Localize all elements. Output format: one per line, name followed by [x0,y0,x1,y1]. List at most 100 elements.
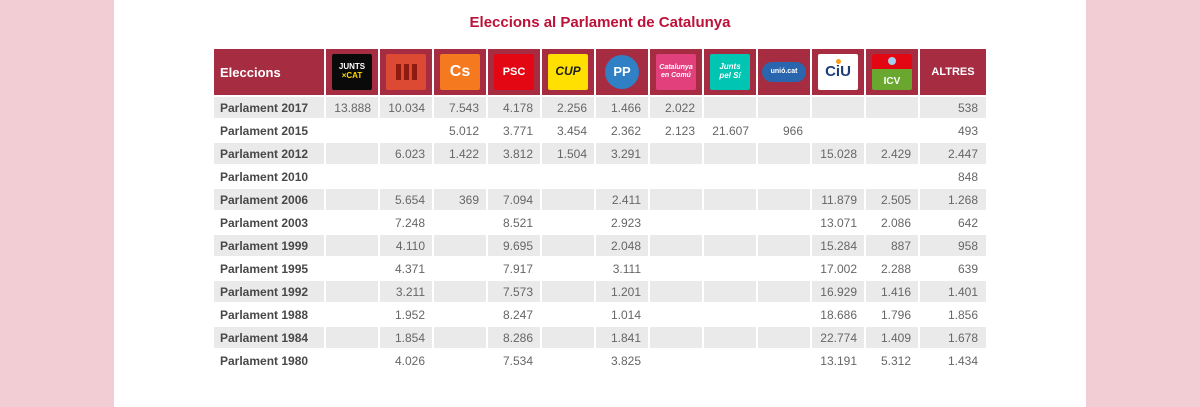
value-cell [704,143,756,164]
party-header-erc [380,49,432,95]
cup-logo-text: CUP [555,64,581,79]
value-cell [758,327,810,348]
value-cell: 1.268 [920,189,986,210]
comuns-logo: Catalunya en Comú [656,54,696,90]
value-cell [434,304,486,325]
icv-logo-text: ICV [883,76,901,87]
table-row: Parlament 1992 3.211 7.573 1.201 16.929 1.416… [214,281,986,302]
value-cell: 538 [920,97,986,118]
value-cell [704,235,756,256]
value-cell [326,350,378,371]
value-cell: 3.454 [556,123,587,138]
value-cell: 3.812 [488,143,540,164]
value-cell: 1.841 [596,327,648,348]
value-cell [812,97,864,118]
value-cell: 10.034 [380,97,432,118]
value-cell: 7.248 [394,215,425,230]
value-cell [488,166,540,187]
pp-logo: PP [605,55,639,89]
value-cell [650,212,702,233]
value-cell [326,143,378,164]
value-cell: 1.952 [394,307,425,322]
value-cell [704,304,756,325]
value-cell [434,212,486,233]
row-label: Parlament 2017 [214,97,324,118]
icv-logo-band [872,54,912,69]
value-cell: 5.654 [380,189,432,210]
value-cell: 2.505 [866,189,918,210]
value-cell [650,327,702,348]
value-cell: 3.211 [380,281,432,302]
value-cell [596,166,648,187]
value-cell: 2.429 [866,143,918,164]
value-cell: 6.023 [380,143,432,164]
value-cell [542,189,594,210]
value-cell [866,97,918,118]
value-cell: 1.856 [947,307,978,322]
value-cell [434,281,486,302]
row-label: Parlament 2003 [220,215,309,230]
value-cell: 493 [957,123,978,138]
value-cell: 1.014 [610,307,641,322]
party-header-unio: unió.cat [758,49,810,95]
row-label: Parlament 2006 [214,189,324,210]
value-cell [758,212,810,233]
value-cell [758,304,810,325]
value-cell [650,304,702,325]
value-cell: 21.607 [712,123,749,138]
value-cell: 15.284 [812,235,864,256]
party-header-cup: CUP [542,49,594,95]
value-cell [704,327,756,348]
value-cell [704,189,756,210]
value-cell: 8.286 [488,327,540,348]
value-cell: 1.466 [596,97,648,118]
value-cell [380,120,432,141]
value-cell [704,166,756,187]
table-row: Parlament 1999 4.110 9.695 2.048 15.284 887 95… [214,235,986,256]
value-cell: 5.012 [448,123,479,138]
row-label: Parlament 1995 [220,261,309,276]
table-row: Parlament 1988 1.952 8.247 1.014 18.686 1.796… [214,304,986,325]
value-cell [542,327,594,348]
value-cell: 958 [920,235,986,256]
value-cell [704,281,756,302]
value-cell [650,189,702,210]
jxsi-logo-text: Junts [719,62,741,72]
psc-logo-text: PSC [502,65,526,78]
value-cell [542,281,594,302]
unio-logo: unió.cat [762,62,806,82]
value-cell: 16.929 [812,281,864,302]
value-cell: 7.543 [434,97,486,118]
value-cell [758,350,810,371]
value-cell: 5.312 [880,353,911,368]
jxcat-logo-text: ×CAT [341,71,363,80]
cs-logo-text: Cs [449,63,471,81]
value-cell [434,235,486,256]
value-cell [326,327,378,348]
value-cell [650,281,702,302]
content-panel: Eleccions al Parlament de Catalunya Elec… [114,0,1086,407]
table-row: Parlament 2017 13.888 10.034 7.543 4.178 2.25… [214,97,986,118]
value-cell: 1.409 [866,327,918,348]
psc-logo: PSC [494,54,534,90]
altres-header: ALTRES [920,49,986,95]
value-cell [326,235,378,256]
party-header-comuns: Catalunya en Comú [650,49,702,95]
jxcat-logo-text: JUNTS [338,62,366,72]
jxcat-logo: JUNTS ×CAT [332,54,372,90]
row-label: Parlament 1992 [214,281,324,302]
row-label: Parlament 2012 [214,143,324,164]
value-cell: 7.917 [502,261,533,276]
party-header-psc: PSC [488,49,540,95]
value-cell [650,166,702,187]
icv-logo: ICV [872,54,912,90]
table-row: Parlament 2010 848 [214,166,986,187]
value-cell [758,97,810,118]
value-cell [380,166,432,187]
value-cell [758,235,810,256]
value-cell: 4.371 [394,261,425,276]
table-row: Parlament 2012 6.023 1.422 3.812 1.504 3.291 1… [214,143,986,164]
value-cell: 4.178 [488,97,540,118]
results-table-body: Parlament 2017 13.888 10.034 7.543 4.178 2.25… [214,97,986,371]
value-cell: 3.291 [596,143,648,164]
